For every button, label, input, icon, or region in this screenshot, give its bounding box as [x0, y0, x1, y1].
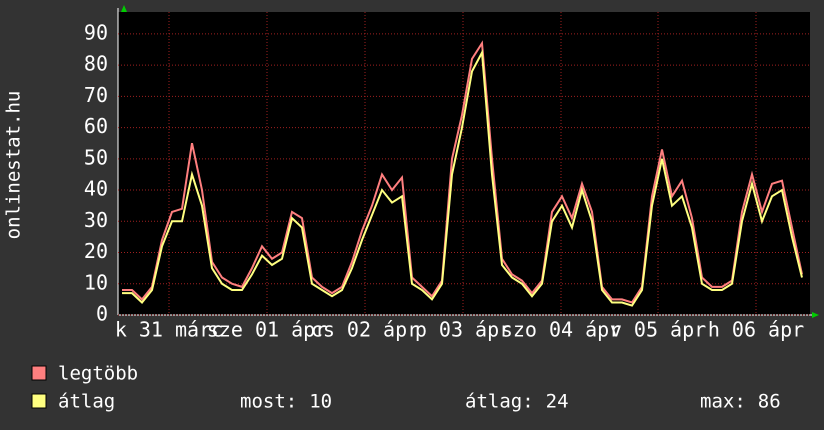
- x-tick-label: v 05 ápr: [610, 318, 706, 342]
- x-tick-label: cs 02 ápr: [311, 318, 419, 342]
- y-axis-title: onlinestat.hu: [3, 91, 25, 240]
- lines: [122, 40, 803, 307]
- legend-swatch: [31, 393, 47, 409]
- plot-area: [118, 12, 810, 315]
- x-tick-label: p 03 ápr: [415, 318, 511, 342]
- legend-label: legtöbb: [58, 363, 138, 385]
- grid: [118, 12, 810, 316]
- x-tick-label: h 06 ápr: [708, 318, 804, 342]
- stat-label: átlag:: [465, 391, 534, 413]
- stat-label: most:: [240, 391, 297, 413]
- series-line: [122, 49, 803, 307]
- y-tick-label: 80: [84, 52, 108, 76]
- stat-value: 86: [758, 391, 781, 413]
- stat-value: 24: [546, 391, 569, 413]
- y-tick-label: 50: [84, 145, 108, 169]
- y-tick-label: 20: [84, 239, 108, 263]
- x-arrow: [812, 312, 819, 318]
- y-tick-label: 10: [84, 270, 108, 294]
- legend-label: átlag: [58, 391, 115, 413]
- x-tick-label: k 31 márc: [115, 318, 223, 342]
- y-tick-label: 70: [84, 83, 108, 107]
- x-tick-label: szo 04 ápr: [501, 318, 621, 342]
- stat-label: max:: [700, 391, 746, 413]
- y-tick-label: 40: [84, 177, 108, 201]
- y-tick-label: 90: [84, 20, 108, 44]
- y-tick-label: 0: [96, 302, 108, 326]
- legend-swatch: [31, 365, 47, 381]
- stat-value: 10: [309, 391, 332, 413]
- series-line: [122, 40, 803, 304]
- x-tick-label: sze 01 ápr: [207, 318, 327, 342]
- y-tick-label: 60: [84, 114, 108, 138]
- y-tick-label: 30: [84, 208, 108, 232]
- y-arrow: [121, 5, 127, 12]
